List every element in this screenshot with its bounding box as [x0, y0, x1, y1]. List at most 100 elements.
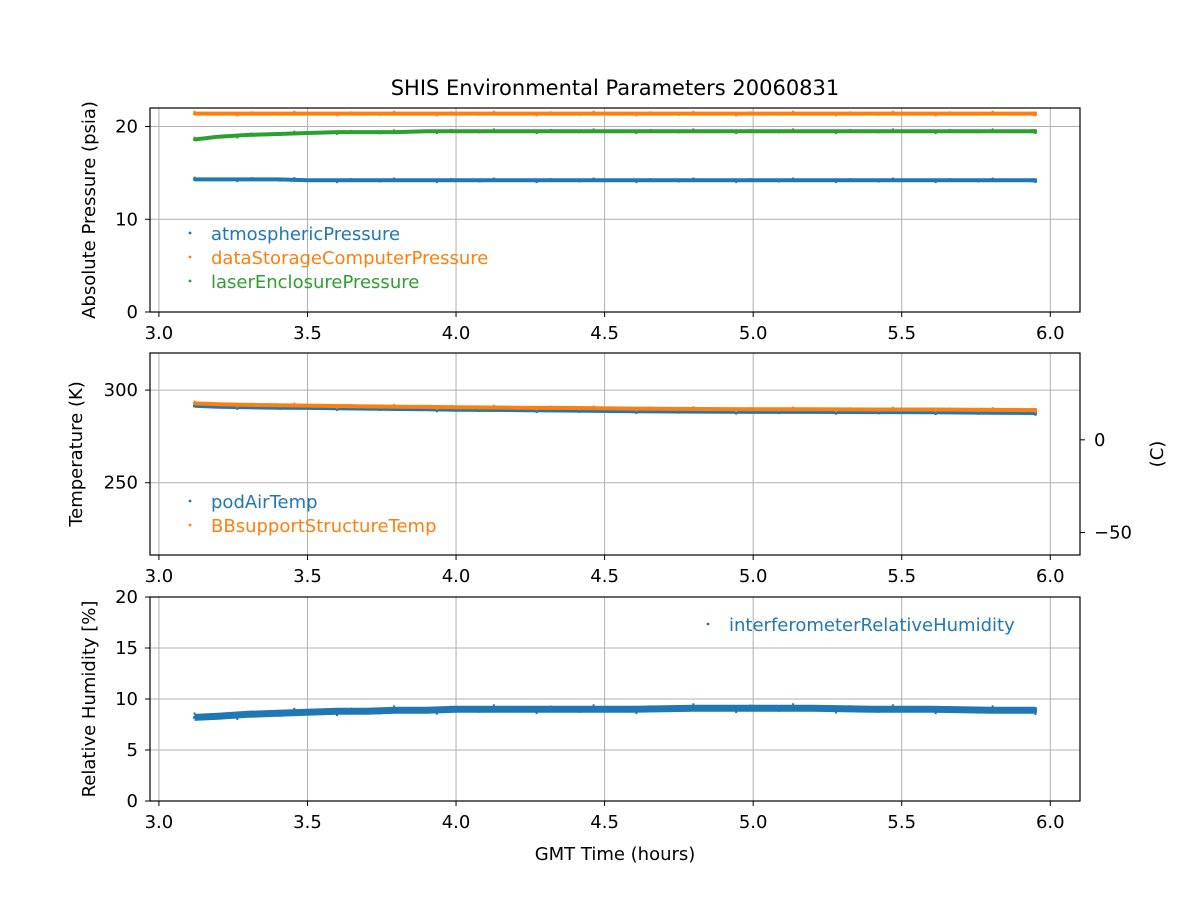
data-point: [929, 178, 934, 182]
data-point: [513, 111, 518, 116]
x-tick-label: 6.0: [1036, 323, 1065, 344]
x-tick-label: 3.0: [145, 323, 174, 344]
data-point: [335, 709, 339, 713]
data-point: [891, 406, 894, 409]
data-point: [735, 131, 738, 134]
data-point: [549, 178, 552, 181]
data-point: [521, 407, 524, 410]
data-point: [478, 410, 481, 413]
data-point: [216, 111, 220, 116]
legend-label: interferometerRelativeHumidity: [729, 615, 1015, 636]
panel-2: 3.0 3.5 4.0 4.5 5.0 5.5 6.0 250 300 0 −50 (C) Temper…: [66, 352, 1168, 587]
data-point: [834, 410, 837, 413]
data-point: [464, 406, 467, 409]
data-point: [991, 177, 994, 180]
data-point: [393, 129, 396, 132]
data-point: [222, 406, 225, 409]
data-point: [735, 412, 738, 415]
data-point: [450, 178, 453, 181]
data-point: [863, 408, 866, 411]
data-point: [435, 181, 438, 184]
axes-frame: [149, 596, 1081, 802]
data-point: [934, 712, 937, 715]
data-point: [1020, 409, 1023, 412]
series-atmosphericPressure: [192, 176, 1038, 184]
data-point: [216, 714, 220, 718]
data-point: [989, 178, 993, 182]
data-point: [606, 406, 609, 409]
data-point: [336, 714, 339, 717]
data-point: [535, 181, 538, 184]
data-point: [991, 110, 994, 113]
data-point: [573, 111, 577, 116]
data-point: [849, 178, 852, 181]
figure-title: SHIS Environmental Parameters 20060831: [391, 76, 840, 100]
data-point: [906, 178, 909, 181]
data-point: [632, 129, 636, 133]
data-point: [293, 402, 296, 405]
data-point: [573, 178, 577, 182]
data-point: [336, 409, 339, 412]
data-point: [350, 707, 353, 710]
data-point: [364, 131, 367, 134]
data-point: [977, 711, 980, 714]
data-point: [649, 111, 652, 114]
data-point: [364, 407, 367, 410]
y2-tick-label: 0: [1094, 430, 1105, 451]
data-point: [549, 128, 552, 131]
data-point: [1020, 412, 1023, 415]
data-point: [663, 130, 666, 133]
data-point: [578, 410, 581, 413]
data-point: [378, 408, 381, 411]
data-point: [934, 114, 937, 117]
data-point: [920, 130, 923, 133]
data-point: [849, 111, 852, 114]
y-tick-label: 0: [127, 302, 138, 323]
data-point: [649, 128, 652, 131]
data-point: [279, 113, 282, 116]
data-point: [246, 133, 250, 137]
data-point: [706, 111, 709, 114]
data-point: [920, 409, 923, 412]
data-point: [751, 407, 755, 411]
data-point: [207, 177, 210, 180]
data-point: [635, 712, 638, 715]
data-point: [1005, 178, 1008, 181]
data-point: [735, 711, 738, 714]
data-point: [906, 410, 909, 413]
data-point: [450, 405, 453, 408]
x-tick-label: 5.0: [739, 566, 768, 587]
data-point: [336, 406, 339, 409]
data-point: [293, 130, 296, 133]
data-point: [870, 111, 874, 116]
data-point: [849, 128, 852, 131]
data-point: [692, 177, 695, 180]
data-point: [891, 704, 894, 707]
data-point: [606, 409, 609, 412]
data-point: [564, 112, 567, 115]
data-point: [635, 412, 638, 415]
data-point: [592, 704, 595, 707]
data-point: [564, 406, 567, 409]
data-point: [335, 111, 339, 116]
legend-label: BBsupportStructureTemp: [211, 516, 437, 537]
data-point: [478, 407, 481, 410]
data-point: [276, 111, 280, 116]
data-point: [692, 110, 695, 113]
data-point: [891, 128, 894, 131]
data-point: [246, 111, 250, 116]
panel-1: 3.0 3.5 4.0 4.5 5.0 5.5 6.0 0 10 20 Absolute Press…: [79, 101, 1081, 344]
data-point: [578, 113, 581, 116]
x-axis-label: GMT Time (hours): [535, 844, 696, 865]
panels: 3.0 3.5 4.0 4.5 5.0 5.5 6.0 0 10 20 Absolute Press…: [66, 101, 1168, 865]
data-point: [720, 130, 723, 133]
data-point: [810, 407, 815, 411]
data-point: [435, 407, 438, 410]
data-point: [963, 411, 966, 414]
data-point: [193, 136, 196, 139]
data-point: [749, 407, 752, 410]
data-point: [293, 110, 296, 113]
data-point: [250, 177, 253, 180]
legend-marker: [188, 279, 192, 283]
data-point: [193, 400, 196, 403]
